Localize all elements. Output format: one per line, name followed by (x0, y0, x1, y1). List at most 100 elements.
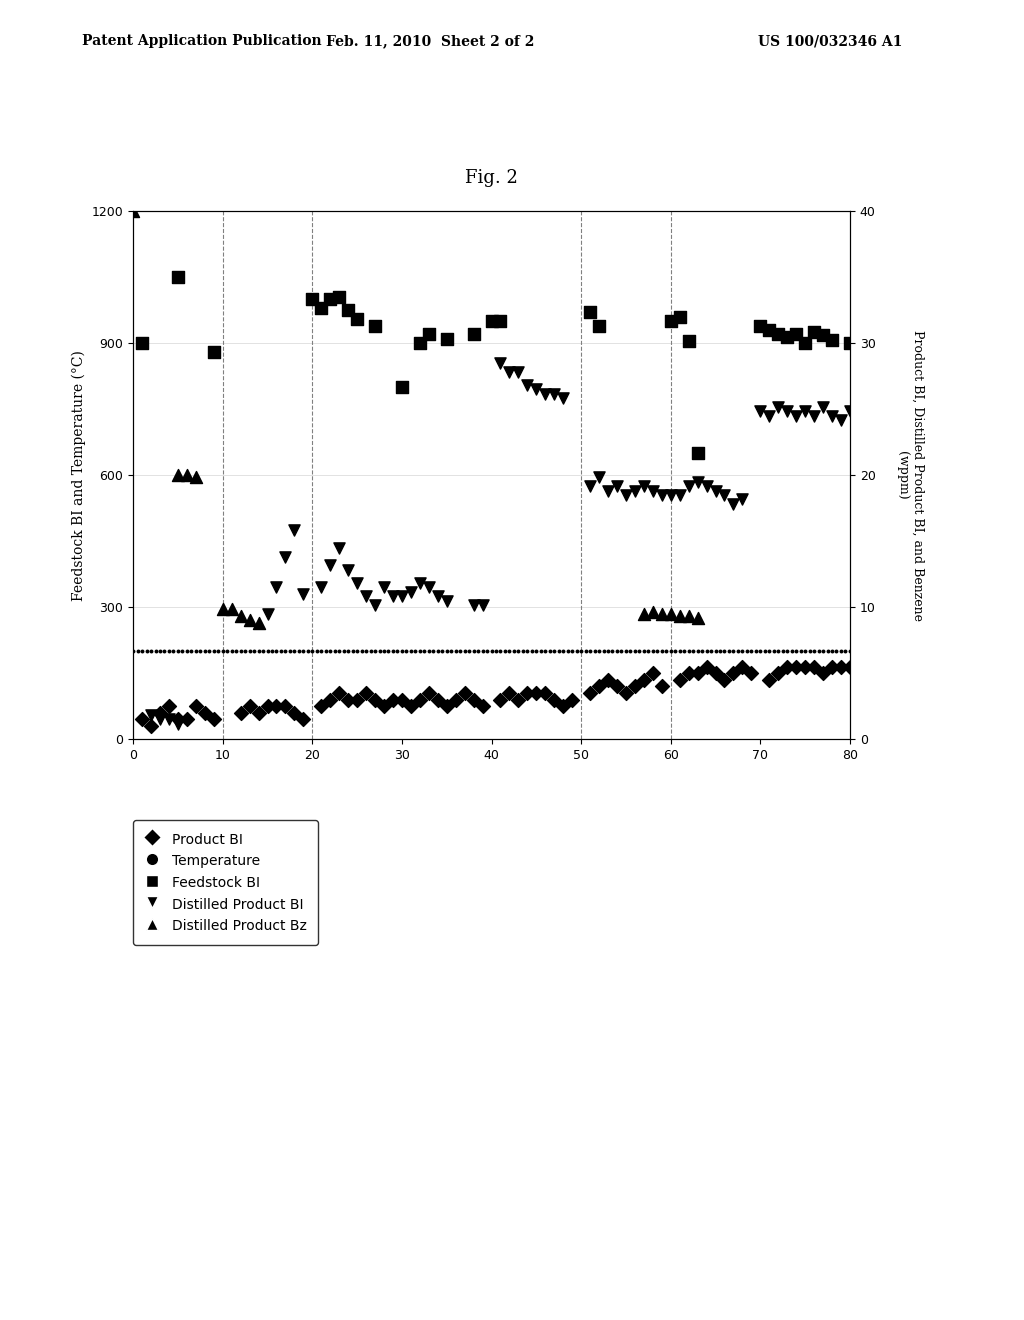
Point (623, 640, 639, 661)
Point (716, 669, 732, 690)
Point (340, 640, 356, 661)
Point (815, 640, 831, 661)
Point (340, 689, 356, 710)
Point (393, 640, 410, 661)
Point (142, 640, 160, 661)
Point (349, 309, 366, 330)
Point (510, 640, 526, 661)
Point (555, 640, 571, 661)
Point (519, 640, 536, 661)
Point (474, 594, 490, 615)
Point (322, 640, 338, 661)
Point (743, 640, 760, 661)
Point (206, 342, 222, 363)
Point (667, 640, 683, 661)
Point (349, 573, 366, 594)
Point (806, 640, 822, 661)
Point (416, 640, 432, 661)
Point (197, 702, 213, 723)
Point (806, 322, 822, 343)
Point (242, 640, 258, 661)
Point (259, 696, 275, 717)
Point (568, 640, 585, 661)
Point (331, 537, 347, 558)
Point (608, 475, 625, 496)
Point (223, 640, 240, 661)
Point (327, 640, 343, 661)
Point (523, 640, 540, 661)
Point (313, 297, 330, 318)
Point (393, 689, 410, 710)
Point (425, 640, 441, 661)
Point (295, 640, 311, 661)
Point (187, 640, 204, 661)
Point (591, 467, 607, 488)
Point (595, 640, 611, 661)
Point (842, 333, 858, 354)
Point (663, 310, 679, 331)
Point (600, 640, 616, 661)
Point (304, 289, 321, 310)
Point (636, 603, 652, 624)
Point (331, 682, 347, 704)
Point (286, 640, 303, 661)
Point (617, 640, 634, 661)
Point (282, 640, 298, 661)
Point (223, 599, 240, 620)
Point (546, 383, 562, 404)
Point (380, 640, 396, 661)
Point (201, 640, 217, 661)
Point (367, 689, 383, 710)
Text: US 100/032346 A1: US 100/032346 A1 (758, 34, 902, 49)
Point (663, 484, 679, 506)
Point (487, 640, 504, 661)
Point (653, 640, 670, 661)
Point (147, 640, 164, 661)
Point (555, 388, 571, 409)
Point (519, 375, 536, 396)
Point (587, 640, 603, 661)
Point (636, 669, 652, 690)
Point (716, 484, 732, 506)
Point (797, 656, 813, 677)
Point (672, 606, 688, 627)
Point (761, 319, 777, 341)
Point (833, 409, 849, 430)
Point (250, 702, 266, 723)
Point (702, 640, 719, 661)
Point (734, 640, 751, 661)
Point (157, 640, 173, 661)
Point (689, 663, 706, 684)
Point (197, 640, 213, 661)
Point (479, 640, 496, 661)
Point (259, 640, 275, 661)
Point (680, 475, 696, 496)
Point (493, 310, 509, 331)
Point (152, 702, 168, 723)
Point (443, 640, 460, 661)
Point (165, 640, 181, 661)
Point (761, 640, 777, 661)
Point (653, 484, 670, 506)
Point (412, 573, 428, 594)
Point (483, 310, 500, 331)
Point (608, 640, 625, 661)
Point (788, 640, 805, 661)
Point (645, 480, 662, 502)
Point (645, 663, 662, 684)
Point (564, 640, 581, 661)
Point (232, 606, 249, 627)
Point (412, 333, 428, 354)
Point (708, 640, 724, 661)
Point (770, 323, 786, 345)
Point (779, 401, 796, 422)
Point (421, 323, 437, 345)
Point (779, 656, 796, 677)
Point (559, 640, 575, 661)
Point (608, 676, 625, 697)
Point (461, 640, 477, 661)
Point (142, 715, 160, 737)
Point (358, 586, 375, 607)
Point (537, 682, 553, 704)
Point (228, 640, 245, 661)
